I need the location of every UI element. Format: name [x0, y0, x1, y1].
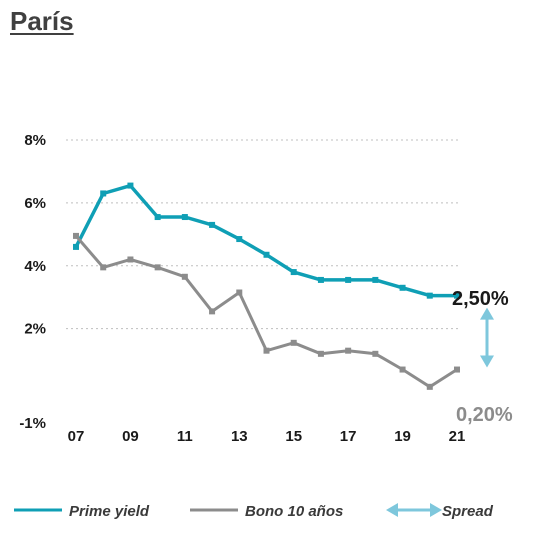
data-point [127, 256, 134, 263]
data-point [209, 221, 216, 228]
spread-arrow-head-bottom [480, 355, 494, 368]
y-tick-label: 2% [24, 321, 46, 338]
data-point [100, 190, 107, 197]
data-point [454, 292, 460, 299]
x-tick-label: 19 [394, 428, 411, 445]
data-point [399, 366, 406, 373]
data-point [345, 347, 352, 354]
data-point [399, 284, 406, 291]
data-point [154, 264, 161, 271]
series-layer [73, 182, 460, 390]
data-point [100, 264, 107, 271]
data-point [181, 273, 188, 280]
data-point [372, 350, 379, 357]
y-tick-label: -1% [19, 415, 46, 432]
x-tick-label: 13 [231, 428, 248, 445]
x-tick-label: 09 [122, 428, 139, 445]
gridlines [66, 139, 460, 330]
y-tick-label: 8% [24, 132, 46, 149]
data-point [290, 339, 297, 346]
data-point [209, 308, 216, 315]
legend-label-bono: Bono 10 años [245, 503, 343, 520]
x-tick-label: 07 [68, 428, 85, 445]
data-point [290, 269, 297, 276]
series-line-prime-yield [74, 183, 459, 298]
annotation-bono: 0,20% [456, 404, 513, 426]
data-point [181, 214, 188, 221]
x-tick-label: 21 [449, 428, 466, 445]
x-tick-label: 11 [177, 428, 193, 445]
x-axis-ticks: 07 09 11 13 15 17 19 21 [68, 428, 466, 445]
legend-label-prime-yield: Prime yield [69, 503, 150, 520]
spread-arrow-head-top [480, 307, 494, 320]
data-point [236, 236, 243, 243]
data-point [127, 182, 134, 189]
data-point [154, 214, 161, 221]
legend: Prime yield Bono 10 años Spread [14, 503, 494, 520]
data-point [372, 276, 379, 283]
legend-swatch-spread [386, 503, 442, 517]
data-point [317, 350, 324, 357]
y-axis-ticks: 8% 6% 4% 2% -1% [19, 132, 46, 432]
spread-arrow [480, 307, 494, 368]
x-tick-label: 17 [340, 428, 357, 445]
legend-label-spread: Spread [442, 503, 494, 520]
annotation-prime-yield: 2,50% [452, 288, 509, 310]
data-point [345, 276, 352, 283]
data-point [73, 232, 79, 239]
x-tick-label: 15 [285, 428, 302, 445]
data-point [426, 292, 433, 299]
y-tick-label: 6% [24, 195, 46, 212]
y-tick-label: 4% [24, 258, 46, 275]
data-point [317, 276, 324, 283]
data-point [454, 366, 460, 373]
data-point [263, 347, 270, 354]
data-point [426, 383, 433, 390]
data-point [263, 251, 270, 258]
chart-title: París [10, 6, 74, 36]
data-point [236, 289, 243, 296]
data-point [73, 243, 79, 250]
